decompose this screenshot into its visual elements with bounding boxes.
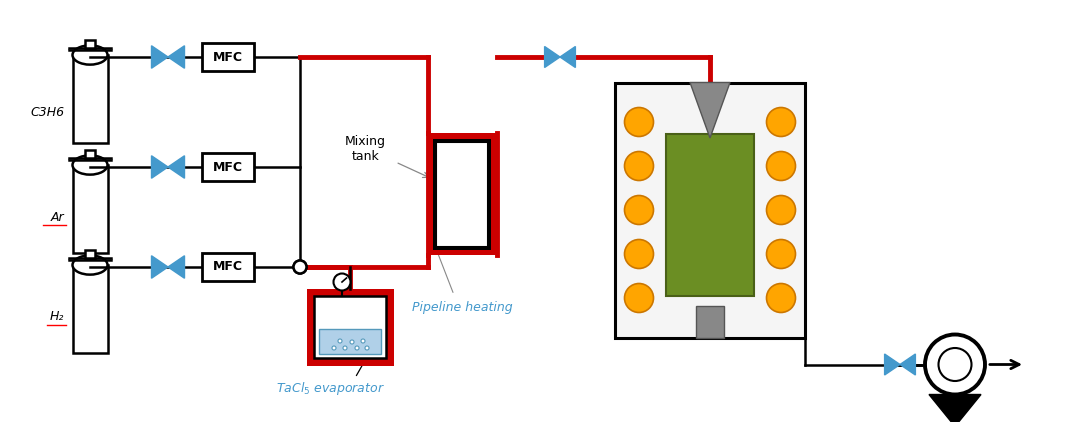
Polygon shape xyxy=(929,395,981,422)
Circle shape xyxy=(767,240,796,268)
Circle shape xyxy=(361,339,365,343)
Bar xyxy=(319,329,381,354)
Circle shape xyxy=(332,346,336,350)
Bar xyxy=(202,153,254,181)
Polygon shape xyxy=(885,354,900,375)
Circle shape xyxy=(294,260,307,273)
Text: Mixing
tank: Mixing tank xyxy=(345,135,386,163)
Circle shape xyxy=(334,273,351,290)
Ellipse shape xyxy=(72,255,108,275)
Text: Ar: Ar xyxy=(51,211,65,224)
Polygon shape xyxy=(168,46,185,68)
Polygon shape xyxy=(151,156,168,178)
Bar xyxy=(202,253,254,281)
Polygon shape xyxy=(900,354,916,375)
Bar xyxy=(72,265,108,353)
Text: TaCl$_5$ evaporator: TaCl$_5$ evaporator xyxy=(275,380,384,397)
Bar xyxy=(666,133,754,295)
Text: H₂: H₂ xyxy=(50,311,65,324)
Polygon shape xyxy=(168,156,185,178)
Bar xyxy=(202,43,254,71)
Polygon shape xyxy=(544,46,561,68)
Bar xyxy=(307,289,393,365)
Bar xyxy=(85,150,95,159)
Bar xyxy=(72,165,108,253)
Circle shape xyxy=(624,284,653,313)
Ellipse shape xyxy=(72,46,108,65)
Circle shape xyxy=(338,339,342,343)
Circle shape xyxy=(343,346,347,350)
Circle shape xyxy=(294,260,307,273)
Bar xyxy=(72,55,108,143)
Circle shape xyxy=(767,284,796,313)
Circle shape xyxy=(355,346,359,350)
Text: MFC: MFC xyxy=(213,51,243,63)
Text: MFC: MFC xyxy=(213,160,243,173)
Circle shape xyxy=(624,108,653,136)
Circle shape xyxy=(939,348,972,381)
Circle shape xyxy=(924,335,985,395)
Bar xyxy=(428,133,497,255)
Text: Pipeline heating: Pipeline heating xyxy=(411,300,512,314)
Bar xyxy=(436,141,488,246)
Circle shape xyxy=(350,340,354,344)
Circle shape xyxy=(624,240,653,268)
Bar xyxy=(615,82,805,338)
Circle shape xyxy=(767,195,796,225)
Polygon shape xyxy=(690,82,730,138)
Text: MFC: MFC xyxy=(213,260,243,273)
Bar xyxy=(314,296,386,358)
Polygon shape xyxy=(561,46,576,68)
Bar xyxy=(85,250,95,259)
Circle shape xyxy=(767,108,796,136)
Circle shape xyxy=(624,151,653,181)
Polygon shape xyxy=(151,46,168,68)
Circle shape xyxy=(767,151,796,181)
Bar xyxy=(85,41,95,49)
Circle shape xyxy=(624,195,653,225)
Polygon shape xyxy=(168,256,185,278)
Circle shape xyxy=(365,346,369,350)
Bar xyxy=(433,138,491,249)
Polygon shape xyxy=(151,256,168,278)
Bar xyxy=(696,306,724,338)
Ellipse shape xyxy=(72,155,108,175)
Text: C3H6: C3H6 xyxy=(30,106,65,119)
